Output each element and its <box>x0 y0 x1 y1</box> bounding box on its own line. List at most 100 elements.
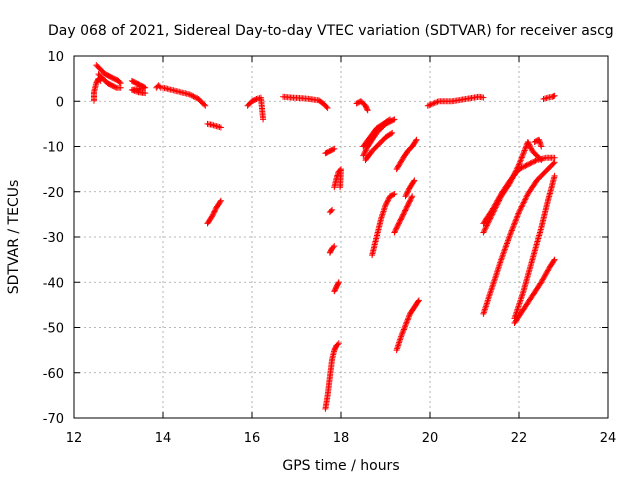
data-point <box>542 272 548 279</box>
data-point <box>396 219 403 226</box>
data-point <box>480 94 487 101</box>
data-point <box>405 188 412 195</box>
series-trace-03 <box>95 71 124 91</box>
data-point <box>405 186 412 193</box>
data-point <box>519 164 526 171</box>
series-trace-04 <box>128 77 149 97</box>
data-point <box>528 145 535 152</box>
data-point <box>387 116 393 123</box>
series-trace-31 <box>511 256 558 326</box>
data-point <box>483 223 490 230</box>
data-point <box>433 99 440 106</box>
series-trace-01 <box>91 75 104 104</box>
data-point <box>202 102 209 109</box>
series-trace-09 <box>244 94 267 123</box>
data-point <box>404 318 411 324</box>
data-point <box>517 158 524 165</box>
data-point <box>551 92 558 99</box>
data-point <box>517 206 524 213</box>
series-trace-13 <box>326 243 338 256</box>
y-tick-label: 10 <box>47 50 64 65</box>
data-point <box>518 164 525 171</box>
series-trace-19 <box>360 116 393 150</box>
data-point <box>400 210 407 217</box>
data-point <box>428 101 435 108</box>
data-point <box>398 332 405 339</box>
data-point <box>401 325 408 332</box>
data-point <box>331 145 338 152</box>
data-point <box>211 208 218 215</box>
data-point <box>508 228 515 235</box>
data-point <box>385 117 392 124</box>
data-point <box>360 151 367 158</box>
data-point <box>404 189 411 196</box>
data-point <box>324 105 331 111</box>
data-point <box>210 209 217 216</box>
chart-title: Day 068 of 2021, Sidereal Day-to-day VTE… <box>48 23 614 39</box>
data-point <box>328 208 334 214</box>
data-point <box>389 129 396 136</box>
series-trace-29 <box>531 136 545 150</box>
data-point <box>402 206 409 213</box>
data-point <box>407 197 414 204</box>
data-point <box>551 256 558 263</box>
data-point <box>112 84 119 91</box>
data-point <box>521 148 527 155</box>
data-point <box>501 247 508 254</box>
data-point <box>395 221 402 228</box>
data-point <box>415 298 422 305</box>
series-trace-16 <box>331 166 344 191</box>
y-tick-label: -70 <box>43 412 64 427</box>
data-point <box>390 191 397 198</box>
data-point <box>393 225 400 232</box>
data-point <box>364 107 371 114</box>
data-point <box>252 96 259 103</box>
data-point <box>399 329 406 336</box>
data-point <box>551 159 558 166</box>
data-point <box>403 319 410 326</box>
data-point <box>394 223 401 229</box>
y-axis-ticks: 10 0 -10 -20 -30 -40 -50 -60 -70 <box>43 50 608 427</box>
data-point <box>399 214 405 220</box>
data-point <box>403 192 410 198</box>
data-point <box>335 340 342 347</box>
x-axis-ticks: 12 14 16 18 20 22 24 <box>66 56 616 446</box>
data-point <box>391 191 398 197</box>
data-point <box>518 204 525 211</box>
series-trace-15 <box>331 279 342 295</box>
data-point <box>520 200 527 207</box>
series-trace-07 <box>204 120 224 131</box>
series-trace-22 <box>391 193 416 236</box>
data-point <box>528 159 535 166</box>
y-tick-label: -40 <box>43 276 64 291</box>
y-tick-label: -30 <box>43 231 64 246</box>
y-tick-label: -60 <box>43 367 64 382</box>
data-point <box>360 152 367 159</box>
data-point <box>395 220 402 227</box>
data-point <box>393 224 400 231</box>
data-point <box>405 315 412 322</box>
y-tick-label: -20 <box>43 186 64 201</box>
series-trace-24 <box>402 177 418 200</box>
series-trace-11 <box>322 145 338 157</box>
data-point <box>512 219 519 225</box>
data-point <box>523 193 530 200</box>
data-point <box>527 144 534 151</box>
y-tick-label: 0 <box>56 95 64 110</box>
data-point <box>521 198 528 204</box>
series-trace-32 <box>511 172 558 322</box>
data-point <box>400 211 407 218</box>
data-point <box>385 195 392 202</box>
data-point <box>117 84 124 91</box>
data-point <box>411 177 418 184</box>
series-trace-30 <box>480 159 558 317</box>
data-point <box>538 143 545 150</box>
data-point <box>392 226 399 233</box>
data-point <box>499 253 506 260</box>
data-point <box>481 228 488 235</box>
x-tick-label: 22 <box>511 431 528 446</box>
data-point <box>525 140 532 147</box>
data-point <box>405 201 412 207</box>
data-point <box>532 157 539 164</box>
x-tick-label: 18 <box>333 431 350 446</box>
